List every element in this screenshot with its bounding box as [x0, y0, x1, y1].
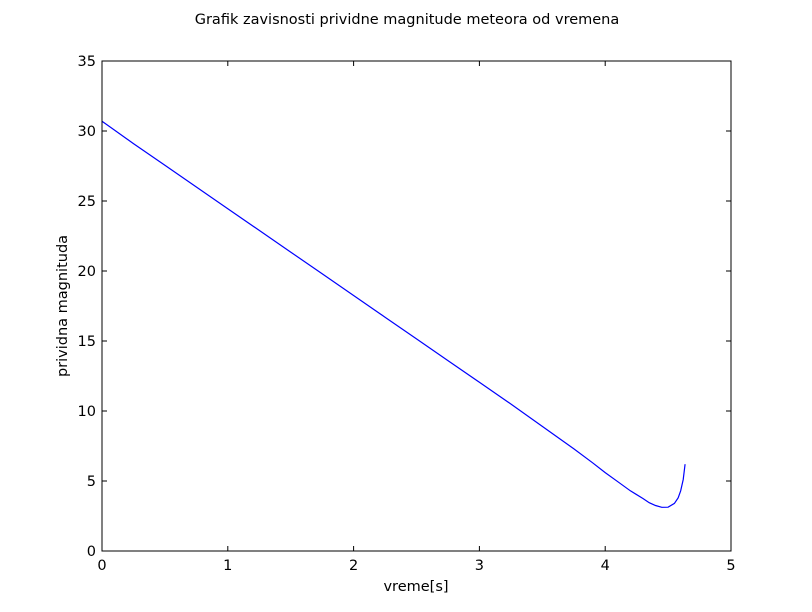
y-axis-ticks: 0 5 10 15 20 25 30 35 [78, 54, 731, 560]
x-tick-label: 1 [223, 558, 232, 574]
y-tick-label: 0 [87, 544, 96, 560]
y-tick-label: 15 [78, 334, 96, 350]
y-tick-label: 35 [78, 54, 96, 70]
y-tick-label: 10 [78, 404, 96, 420]
plot-area [102, 61, 731, 551]
chart-title: Grafik zavisnosti prividne magnitude met… [195, 12, 620, 28]
x-tick-label: 2 [349, 558, 358, 574]
x-tick-label: 4 [601, 558, 610, 574]
x-tick-label: 0 [97, 558, 106, 574]
y-tick-label: 30 [78, 124, 96, 140]
plot-frame [101, 60, 732, 552]
series-line [101, 120, 686, 508]
y-tick-label: 20 [78, 264, 96, 280]
y-tick-label: 25 [78, 194, 96, 210]
y-tick-label: 5 [87, 474, 96, 490]
x-axis-label: vreme[s] [383, 579, 448, 595]
x-tick-label: 3 [475, 558, 484, 574]
y-axis-label: prividna magnituda [55, 235, 71, 377]
x-tick-label: 5 [726, 558, 735, 574]
